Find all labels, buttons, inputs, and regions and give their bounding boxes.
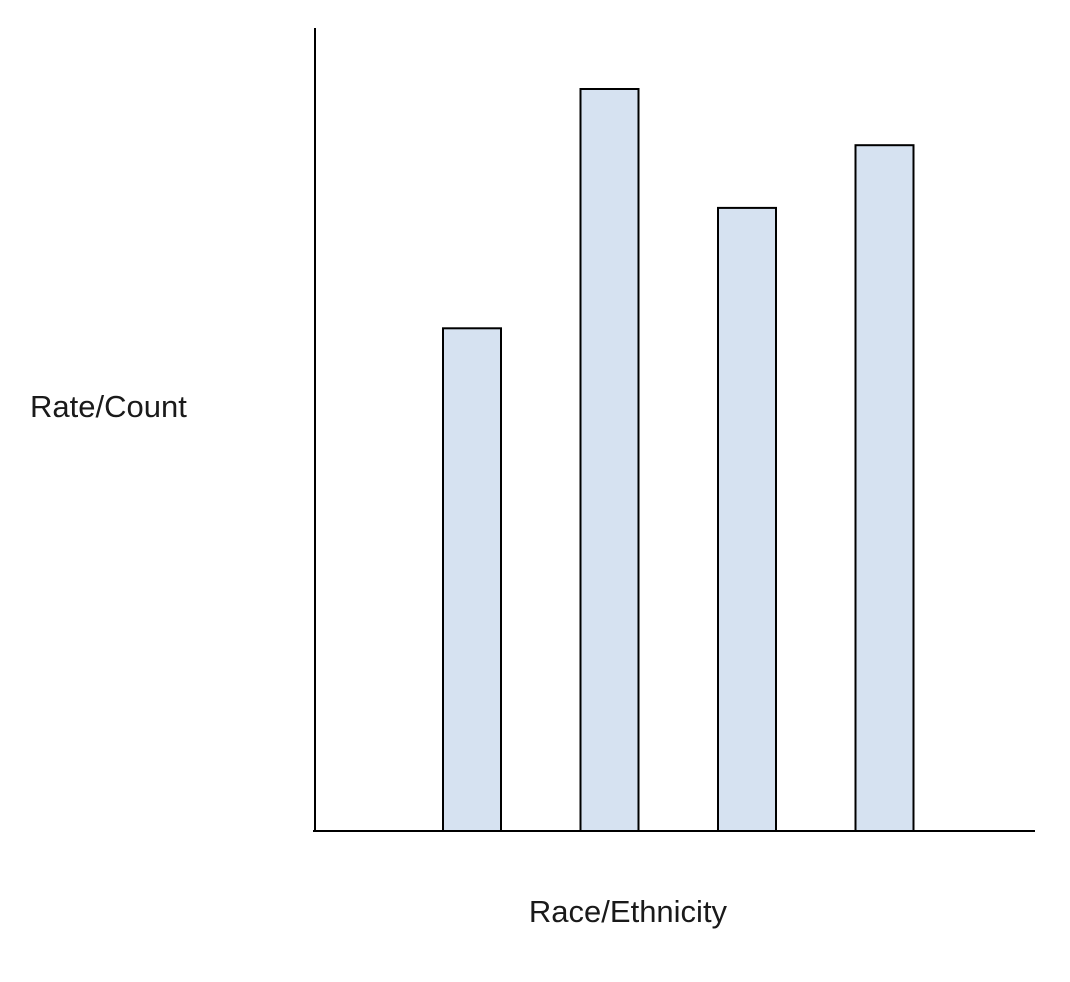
bars-group <box>442 88 915 832</box>
bar-2 <box>579 88 640 832</box>
bar-3 <box>717 206 777 832</box>
y-axis-label: Rate/Count <box>30 389 187 424</box>
bar-4 <box>854 144 915 832</box>
bar-1 <box>442 327 502 832</box>
x-axis-label: Race/Ethnicity <box>529 894 728 929</box>
